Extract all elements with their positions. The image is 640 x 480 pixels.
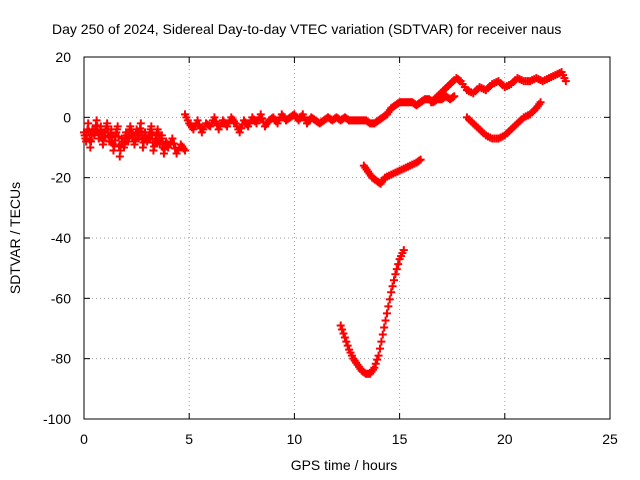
- data-point-marker: [394, 260, 403, 269]
- x-tick-label: 20: [497, 431, 513, 447]
- data-series: [80, 68, 570, 378]
- y-tick-label: -100: [43, 411, 71, 427]
- data-point-marker: [373, 355, 382, 364]
- plot-frame: [83, 56, 611, 420]
- y-tick-label: -20: [51, 170, 71, 186]
- data-point-marker: [169, 139, 178, 148]
- x-tick-label: 0: [80, 431, 88, 447]
- data-point-marker: [211, 117, 220, 126]
- series-midday-dip-and-recovery: [345, 92, 459, 128]
- data-point-marker: [371, 359, 380, 368]
- x-tick-label: 15: [392, 431, 408, 447]
- data-point-marker: [342, 337, 351, 346]
- data-point-marker: [147, 122, 156, 131]
- data-point-marker: [561, 77, 570, 86]
- data-point-marker: [375, 344, 384, 353]
- data-point-marker: [389, 276, 398, 285]
- data-point-marker: [113, 122, 122, 131]
- data-point-marker: [339, 329, 348, 338]
- data-point-marker: [377, 337, 386, 346]
- data-point-marker: [210, 113, 219, 122]
- data-point-marker: [391, 270, 400, 279]
- x-tick-label: 25: [602, 431, 618, 447]
- data-point-marker: [195, 120, 204, 129]
- series-morning-cluster-near-zero: [180, 110, 354, 137]
- data-point-marker: [381, 316, 390, 325]
- series-deep-v: [336, 246, 408, 378]
- data-point-marker: [387, 288, 396, 297]
- x-tick-label: 5: [185, 431, 193, 447]
- data-point-marker: [370, 363, 379, 372]
- data-point-marker: [343, 341, 352, 350]
- chart-title: Day 250 of 2024, Sidereal Day-to-day VTE…: [52, 21, 561, 37]
- data-point-marker: [256, 110, 265, 119]
- data-point-marker: [536, 98, 545, 107]
- data-point-marker: [382, 309, 391, 318]
- data-point-marker: [180, 146, 189, 155]
- data-point-marker: [84, 119, 93, 128]
- series-late-day-lower-branch: [462, 98, 545, 143]
- series-late-day-upper-branch: [427, 68, 570, 107]
- data-point-marker: [450, 92, 459, 101]
- data-point-marker: [385, 295, 394, 304]
- y-tick-label: -60: [51, 290, 71, 306]
- axis-ticks: 0 5 10 15 20 25 -100 -80 -60 -40 -20 0 20: [43, 49, 618, 447]
- series-early-noisy-cluster: [80, 116, 189, 161]
- data-point-marker: [455, 76, 464, 85]
- x-axis-label: GPS time / hours: [291, 457, 398, 473]
- y-tick-label: -80: [51, 351, 71, 367]
- data-point-marker: [374, 351, 383, 360]
- data-point-marker: [378, 330, 387, 339]
- data-point-marker: [415, 156, 424, 165]
- data-point-marker: [136, 119, 145, 128]
- y-tick-label: -40: [51, 230, 71, 246]
- grid: [84, 57, 610, 419]
- data-point-marker: [237, 124, 246, 133]
- data-point-marker: [392, 265, 401, 274]
- series-short-arc-near-20: [359, 155, 425, 188]
- y-tick-label: 20: [55, 49, 71, 65]
- data-point-marker: [258, 114, 267, 123]
- data-point-marker: [448, 93, 457, 102]
- data-point-marker: [388, 282, 397, 291]
- data-point-marker: [168, 134, 177, 143]
- data-point-marker: [338, 325, 347, 334]
- data-point-marker: [235, 128, 244, 137]
- data-point-marker: [416, 155, 425, 164]
- data-point-marker: [340, 333, 349, 342]
- y-tick-label: 0: [63, 109, 71, 125]
- x-tick-label: 10: [287, 431, 303, 447]
- data-point-marker: [193, 116, 202, 125]
- y-axis-label: SDTVAR / TECUs: [7, 182, 23, 294]
- data-point-marker: [380, 323, 389, 332]
- data-point-marker: [399, 246, 408, 255]
- data-point-marker: [336, 321, 345, 330]
- data-point-marker: [384, 302, 393, 311]
